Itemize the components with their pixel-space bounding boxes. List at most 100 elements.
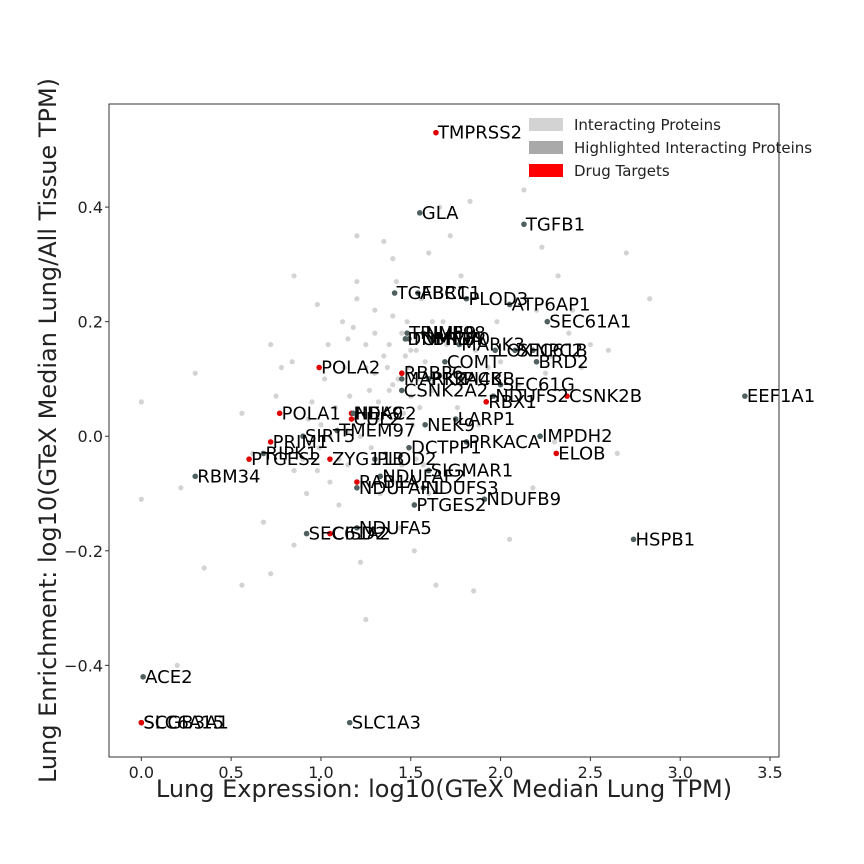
background-point — [614, 450, 620, 457]
background-point — [530, 485, 536, 491]
background-point — [533, 307, 540, 313]
background-point — [413, 456, 419, 462]
background-point — [420, 462, 426, 468]
point-label-hspb1: HSPB1 — [636, 529, 696, 550]
background-point — [515, 382, 522, 388]
background-point — [339, 319, 346, 325]
background-point — [332, 404, 338, 411]
background-point — [539, 244, 545, 250]
point-label-plod3: PLOD3 — [468, 289, 528, 310]
point-zyg11b — [327, 456, 333, 462]
background-point — [357, 433, 364, 439]
background-point — [309, 399, 315, 405]
point-label-tmem97: TMEM97 — [338, 421, 415, 442]
background-point — [341, 364, 347, 371]
background-point — [366, 387, 373, 394]
point-prim1 — [267, 439, 274, 445]
point-brd2 — [533, 358, 540, 365]
point-label-ndufaf1: NDUFAF1 — [359, 478, 442, 499]
background-point — [402, 353, 408, 359]
point-nup98 — [420, 330, 427, 336]
background-point — [390, 382, 396, 388]
point-slc1a3 — [346, 719, 353, 726]
background-point — [273, 393, 279, 399]
point-dctpp1 — [406, 444, 412, 451]
point-label-sirt5: SIRT5 — [305, 426, 355, 447]
background-point — [354, 296, 360, 302]
point-label-cisd2: CISD2 — [332, 524, 387, 545]
background-point — [451, 370, 457, 376]
y-tick-label: −0.2 — [64, 542, 103, 561]
y-tick-label: 0.0 — [78, 427, 103, 446]
legend-swatch — [529, 164, 563, 177]
point-ptges2 — [411, 502, 418, 508]
background-point — [138, 496, 144, 502]
point-label-ndufs2: NDUFS2 — [495, 386, 568, 407]
background-point — [447, 233, 453, 239]
background-point — [178, 485, 184, 491]
background-point — [494, 319, 500, 325]
point-tmprss2 — [433, 129, 439, 136]
background-point — [384, 364, 391, 371]
point-label-npc2: NPC2 — [535, 340, 583, 361]
background-point — [422, 359, 428, 365]
point-ndufaf2 — [377, 473, 384, 480]
background-point — [417, 404, 423, 411]
point-label-plod2: PLOD2 — [377, 449, 437, 470]
background-point — [250, 450, 256, 457]
legend-label: Interacting Proteins — [574, 116, 721, 134]
background-point — [314, 301, 320, 308]
background-point — [345, 462, 351, 468]
point-npc2 — [530, 347, 536, 354]
background-point — [454, 404, 461, 411]
point-hspb1 — [630, 536, 637, 543]
point-label-elob: ELOB — [558, 443, 605, 464]
background-point — [291, 273, 297, 279]
x-tick-label: 1.0 — [308, 763, 333, 782]
background-point — [397, 525, 403, 531]
background-point — [587, 341, 593, 348]
background-point — [578, 364, 585, 371]
background-point — [429, 319, 435, 325]
background-point — [354, 278, 360, 285]
background-point — [278, 364, 285, 371]
point-sec61a2 — [303, 530, 310, 537]
x-tick-label: 2.0 — [488, 763, 513, 782]
point-label-dnmt1: DNMT1 — [407, 329, 472, 350]
point-dnmt1 — [402, 336, 409, 342]
legend: Interacting Proteins Highlighted Interact… — [529, 116, 812, 180]
background-point — [381, 353, 387, 359]
background-point — [404, 319, 410, 325]
point-sec61a1 — [544, 318, 551, 325]
x-tick-label: 0.0 — [129, 763, 154, 782]
background-point — [354, 233, 360, 239]
point-label-hdac2: HDAC2 — [353, 403, 416, 424]
point-cisd2 — [327, 530, 333, 537]
background-point — [390, 313, 396, 319]
point-label-tgfb1: TGFB1 — [525, 214, 585, 235]
background-points — [138, 187, 653, 668]
background-point — [327, 479, 333, 485]
background-point — [393, 278, 399, 285]
y-tick-label: 0.4 — [78, 198, 103, 217]
background-point — [300, 456, 306, 462]
background-point — [485, 364, 491, 371]
point-larp1 — [452, 416, 459, 422]
y-tick-label: −0.4 — [64, 656, 103, 675]
point-sec61g — [497, 381, 504, 388]
background-point — [400, 410, 407, 416]
background-point — [372, 330, 378, 336]
labeled-points — [138, 129, 748, 726]
background-point — [406, 364, 412, 371]
background-point — [480, 330, 486, 336]
background-point — [314, 467, 320, 474]
x-axis-ticks: 0.0 0.5 1.0 1.5 2.0 2.5 3.0 3.5 — [129, 757, 783, 782]
point-label-sec61b: SEC61B — [517, 340, 588, 361]
point-cul2 — [348, 416, 355, 422]
point-label-ndufb9: NDUFB9 — [486, 489, 561, 510]
background-point — [647, 296, 653, 302]
y-axis-title: Lung Enrichment: log10(GTeX Median Lung/… — [34, 78, 62, 783]
background-point — [291, 542, 297, 548]
point-label-comt: COMT — [447, 352, 501, 373]
